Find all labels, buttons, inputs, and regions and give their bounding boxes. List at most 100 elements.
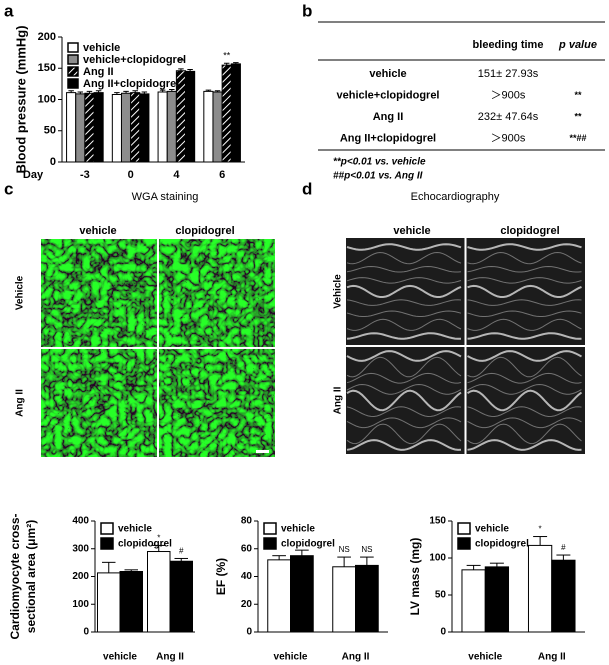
echo-trace xyxy=(346,417,462,429)
legend-swatch xyxy=(263,537,277,550)
row-label: Vehicle xyxy=(333,274,344,309)
echo-trace xyxy=(467,310,582,317)
y-tick-label: 0 xyxy=(246,627,252,638)
error-bar xyxy=(124,569,138,572)
legend-swatch xyxy=(100,522,114,535)
y-tick-label: 150 xyxy=(429,516,446,527)
y-axis-label: sectional area (μm²) xyxy=(24,520,38,633)
echo-trace xyxy=(346,406,462,418)
y-tick-label: 80 xyxy=(241,516,253,527)
echo-trace xyxy=(346,318,462,331)
y-axis-label: EF (%) xyxy=(214,558,228,595)
y-tick-label: 0 xyxy=(83,627,89,638)
bar xyxy=(484,566,510,633)
column-header: bleeding time xyxy=(473,39,544,51)
bar xyxy=(120,92,132,163)
error-bar xyxy=(114,92,120,95)
image-panel-title: WGA staining xyxy=(132,191,199,203)
y-axis-label: Cardiomyocyte cross- xyxy=(8,513,22,639)
row-label: Ang II xyxy=(15,389,26,417)
error-bar xyxy=(77,91,84,94)
p-value: ** xyxy=(574,111,582,121)
error-bar xyxy=(187,69,193,72)
error-bar xyxy=(360,556,374,566)
bar xyxy=(290,555,314,633)
y-tick-label: 150 xyxy=(38,62,56,74)
echo-trace xyxy=(467,439,582,451)
legend-swatch xyxy=(457,537,471,550)
panel-letter: a xyxy=(4,1,14,20)
error-bar xyxy=(223,62,230,66)
row-label: Vehicle xyxy=(15,275,26,310)
y-tick-label: 300 xyxy=(72,543,89,554)
column-label: clopidogrel xyxy=(175,225,234,237)
y-tick-label: 400 xyxy=(72,516,89,527)
legend-label: vehicle xyxy=(475,524,509,535)
y-axis-label: LV mass (mg) xyxy=(408,538,422,616)
legend-swatch xyxy=(67,66,79,77)
legend-swatch xyxy=(67,42,79,53)
legend-label: clopidogrel xyxy=(281,539,335,550)
column-label: vehicle xyxy=(79,225,116,237)
y-tick-label: 60 xyxy=(241,543,253,554)
echo-image xyxy=(466,347,585,454)
y-tick-label: 20 xyxy=(241,599,253,610)
bar xyxy=(169,560,193,633)
echo-trace xyxy=(346,332,462,340)
error-bar xyxy=(556,554,571,561)
error-bar xyxy=(178,68,184,71)
row-label: Ang II xyxy=(373,111,404,123)
column-label: clopidogrel xyxy=(500,225,559,237)
significance-label: NS xyxy=(361,545,372,554)
row-label: vehicle+clopidogrel xyxy=(336,89,439,101)
error-bar xyxy=(102,561,116,573)
echo-trace xyxy=(467,284,582,298)
echo-trace xyxy=(346,310,462,317)
x-tick-label: 6 xyxy=(219,169,225,181)
significance-label: * xyxy=(539,525,542,534)
echo-trace xyxy=(467,243,582,251)
error-bar xyxy=(466,564,481,570)
echo-trace xyxy=(467,372,582,384)
error-bar xyxy=(152,544,166,552)
echo-trace xyxy=(346,299,462,306)
echo-trace xyxy=(467,265,582,273)
legend-swatch xyxy=(457,522,471,535)
echo-trace xyxy=(346,350,462,362)
y-tick-label: 0 xyxy=(50,156,56,168)
y-tick-label: 100 xyxy=(38,93,56,105)
significance-label: ** xyxy=(223,51,231,61)
significance-label: ** xyxy=(177,56,185,66)
bar xyxy=(111,94,122,163)
bar xyxy=(267,559,291,633)
legend-swatch xyxy=(263,522,277,535)
echo-trace xyxy=(346,284,462,298)
bar xyxy=(157,91,168,163)
error-bar xyxy=(123,90,129,94)
error-bar xyxy=(132,90,138,93)
p-value: ** xyxy=(574,90,582,100)
legend-label: Ang II xyxy=(83,66,114,78)
error-bar xyxy=(169,89,175,92)
bleeding-time: 232± 47.64s xyxy=(478,111,539,123)
bar xyxy=(230,63,241,163)
footnote: **p<0.01 vs. vehicle xyxy=(333,157,426,168)
bar xyxy=(97,572,121,633)
significance-label: * xyxy=(157,534,160,543)
bar xyxy=(66,92,77,163)
bar xyxy=(461,569,486,633)
echo-image xyxy=(346,347,465,454)
error-bar xyxy=(533,536,548,546)
bar xyxy=(119,571,143,633)
echo-trace xyxy=(467,406,582,418)
error-bar xyxy=(205,89,212,92)
column-label: vehicle xyxy=(393,225,430,237)
bar xyxy=(212,91,223,163)
micrograph xyxy=(41,349,157,457)
x-tick-label: vehicle xyxy=(103,652,137,663)
error-bar xyxy=(295,549,309,556)
error-bar xyxy=(95,90,102,93)
x-tick-label: Ang II xyxy=(538,652,566,663)
scale-bar xyxy=(256,450,269,453)
